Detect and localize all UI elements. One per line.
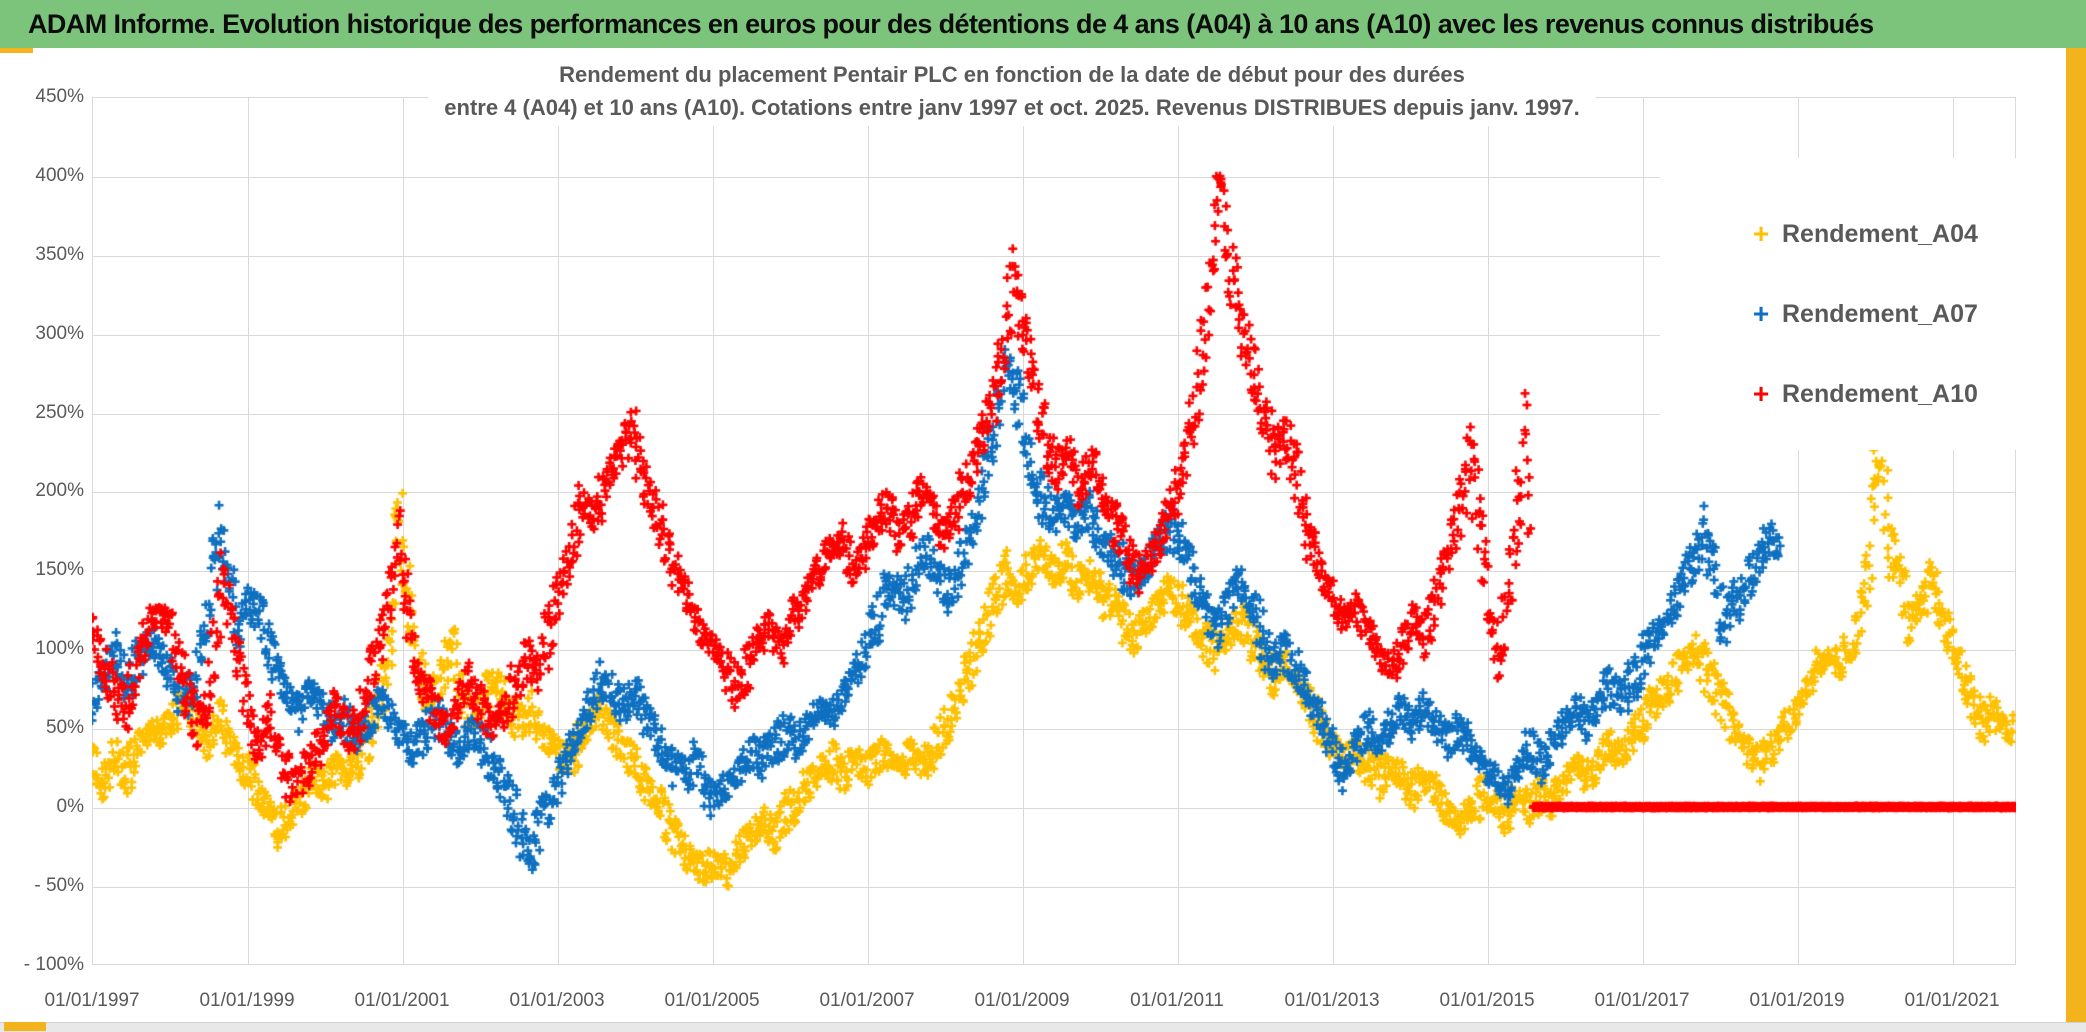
cell-highlight-right	[2066, 48, 2086, 1022]
legend: + Rendement_A04 + Rendement_A07 + Rendement_A…	[1660, 158, 2022, 450]
x-tick-label: 01/01/2019	[1749, 990, 1845, 1011]
x-tick-label: 01/01/2013	[1284, 990, 1380, 1011]
cell-highlight-bottom	[4, 1022, 46, 1031]
y-tick-label: 200%	[35, 480, 84, 502]
legend-label: Rendement_A04	[1782, 219, 1978, 248]
x-tick-label: 01/01/2015	[1439, 990, 1535, 1011]
legend-label: Rendement_A07	[1782, 299, 1978, 328]
legend-label: Rendement_A10	[1782, 379, 1978, 408]
y-tick-label: 50%	[45, 717, 84, 739]
x-tick-label: 01/01/2007	[819, 990, 915, 1011]
y-tick-label: 350%	[35, 243, 84, 265]
y-tick-label: - 100%	[23, 953, 84, 975]
y-tick-label: 300%	[35, 322, 84, 344]
plus-marker-icon: +	[1752, 218, 1770, 249]
y-tick-label: 450%	[35, 85, 84, 107]
y-tick-label: 250%	[35, 401, 84, 423]
header-title-bar: ADAM Informe. Evolution historique des p…	[0, 0, 2086, 48]
x-tick-label: 01/01/2021	[1904, 990, 2000, 1011]
legend-item-rendement_a04[interactable]: + Rendement_A04	[1660, 194, 2022, 274]
y-tick-label: - 50%	[34, 874, 84, 896]
y-tick-label: 150%	[35, 559, 84, 581]
x-tick-label: 01/01/2011	[1130, 990, 1224, 1011]
bottom-edge-bar	[0, 1022, 2086, 1032]
y-tick-label: 400%	[35, 164, 84, 186]
plus-marker-icon: +	[1752, 298, 1770, 329]
legend-item-rendement_a07[interactable]: + Rendement_A07	[1660, 274, 2022, 354]
chart-title-line2: entre 4 (A04) et 10 ans (A10). Cotations…	[444, 95, 1580, 120]
header-title: ADAM Informe. Evolution historique des p…	[28, 9, 1874, 39]
x-tick-label: 01/01/2001	[354, 990, 450, 1011]
y-tick-label: 0%	[56, 796, 84, 817]
plus-marker-icon: +	[1752, 378, 1770, 409]
x-tick-label: 01/01/2003	[509, 990, 605, 1011]
legend-item-rendement_a10[interactable]: + Rendement_A10	[1660, 354, 2022, 434]
x-tick-label: 01/01/2005	[664, 990, 760, 1011]
x-tick-label: 01/01/2017	[1594, 990, 1690, 1011]
x-tick-label: 01/01/2009	[974, 990, 1070, 1011]
chart-title: Rendement du placement Pentair PLC en fo…	[428, 56, 1596, 126]
chart-title-line1: Rendement du placement Pentair PLC en fo…	[559, 62, 1465, 87]
cell-highlight-left	[0, 48, 33, 53]
y-tick-label: 100%	[35, 638, 84, 660]
x-tick-label: 01/01/1997	[44, 990, 140, 1011]
x-tick-label: 01/01/1999	[199, 990, 295, 1011]
